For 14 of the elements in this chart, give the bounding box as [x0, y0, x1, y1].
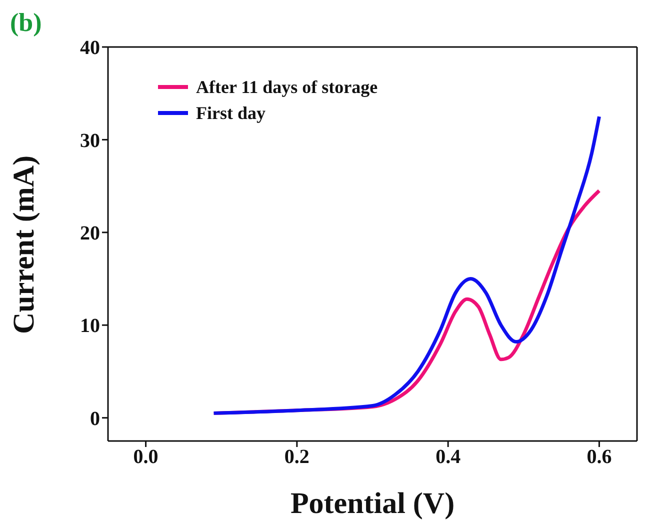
x-axis-title: Potential (V) [290, 487, 455, 520]
y-tick-label: 40 [80, 37, 100, 60]
legend-label: After 11 days of storage [196, 76, 378, 99]
y-tick-label: 10 [80, 315, 100, 338]
y-tick-label: 20 [80, 222, 100, 245]
y-axis-title: Current (mA) [8, 155, 41, 334]
y-tick-label: 30 [80, 130, 100, 152]
x-tick-label: 0.2 [284, 446, 310, 468]
y-tick-label: 0 [90, 408, 100, 430]
legend-label: First day [196, 102, 266, 125]
x-tick-label: 0.4 [436, 446, 461, 468]
x-tick-label: 0.6 [586, 446, 612, 468]
x-tick-label: 0.0 [133, 446, 158, 468]
chart-title: (b) [10, 8, 42, 38]
